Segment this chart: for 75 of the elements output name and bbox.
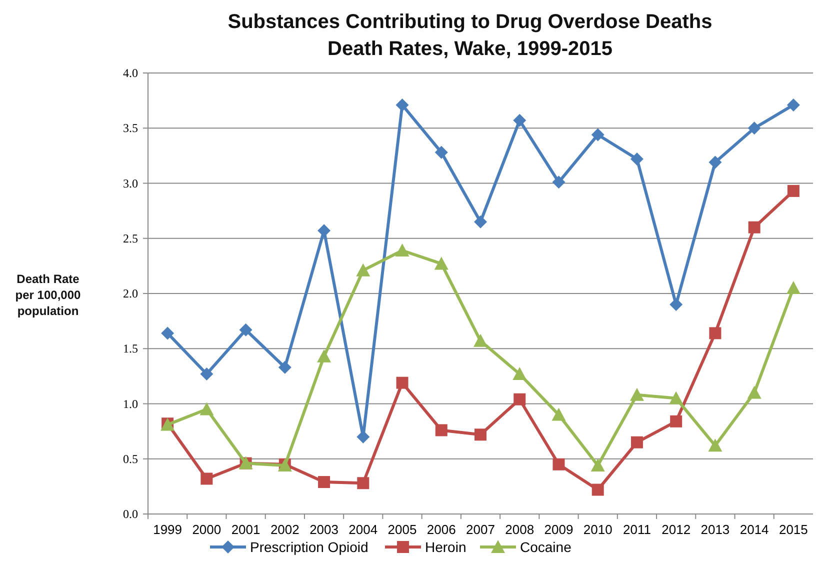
x-tick-label: 2007 [466,522,495,537]
x-tick-label: 2009 [544,522,574,537]
y-axis-title: Death Rate per 100,000 population [15,272,82,318]
point [552,458,565,470]
x-tick-label: 2011 [622,522,651,537]
x-tick-label: 2004 [348,522,378,537]
point [200,367,214,380]
point [396,376,408,389]
point [200,472,213,485]
y-tick-label: 2.5 [123,231,138,246]
point [670,298,683,312]
chart-title: Substances Contributing to Drug Overdose Deaths Death Rates, Wake, 1999-2015 [228,11,712,60]
y-tick-label: 4.0 [123,66,138,80]
point [748,221,760,234]
x-tick-label: 2015 [778,522,808,537]
x-tick-label: 2002 [270,522,300,537]
y-tick-label: 0.5 [123,452,138,466]
point [239,323,252,336]
point [512,366,527,380]
point [552,176,566,189]
point [708,438,722,452]
x-tick-label: 2010 [583,522,612,537]
x-tick-label: 2001 [231,522,260,537]
point [318,476,330,488]
legend-label: Prescription Opioid [250,539,368,555]
point [552,408,566,421]
point [630,152,644,166]
point [748,122,761,135]
point [592,484,604,496]
x-tick-label: 2012 [662,522,691,537]
point [514,393,526,406]
y-tick-label: 1.0 [123,396,138,411]
x-tick-label: 2005 [388,522,417,537]
legend-label: Cocaine [520,539,572,555]
point [356,430,370,444]
point [474,334,488,347]
point [786,280,800,294]
point [317,349,332,362]
legend-label: Heroin [425,539,466,555]
point [200,402,214,416]
point [709,327,722,340]
point [474,215,487,228]
x-tick-label: 2000 [192,522,222,537]
point [474,428,486,441]
point [434,256,448,270]
y-tick-label: 2.0 [123,286,138,300]
point [670,415,682,428]
x-tick-label: 2014 [740,522,769,537]
point [630,388,644,401]
point [590,458,605,472]
point [278,360,292,374]
point [513,114,526,127]
x-tick-label: 2003 [310,522,338,537]
y-tick-label: 3.0 [123,176,138,190]
point [630,436,643,448]
point [161,326,174,340]
x-tick-label: 1999 [153,522,182,537]
point [395,244,410,257]
point [357,477,370,490]
y-tick-label: 1.5 [123,342,138,356]
point [669,391,684,404]
y-tick-label: 0.0 [123,507,138,521]
point [356,263,370,276]
point [435,424,448,436]
y-tick-label: 3.5 [123,121,138,136]
point [786,98,800,112]
point [434,146,448,159]
point [708,156,722,169]
point [591,128,604,142]
point [396,98,409,112]
point [787,184,800,197]
x-tick-label: 2013 [700,522,730,537]
x-tick-label: 2006 [426,522,456,537]
x-tick-label: 2008 [505,522,534,537]
point [747,386,762,399]
